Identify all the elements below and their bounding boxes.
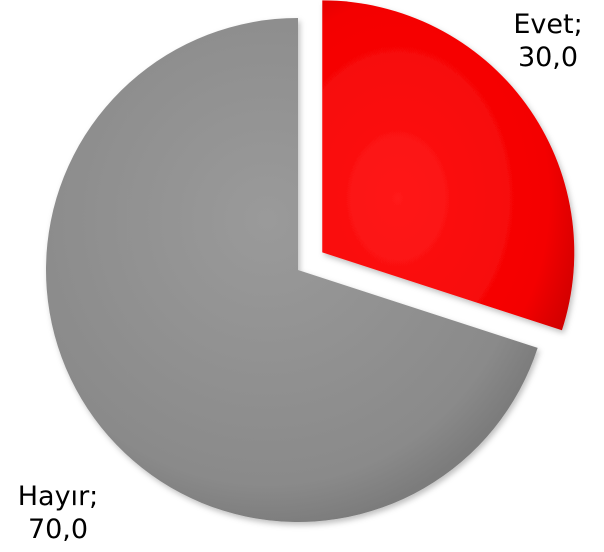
pie-slice-evet <box>322 0 575 331</box>
data-label-evet: Evet; 30,0 <box>513 9 582 73</box>
pie-slice-hay-r <box>46 18 538 522</box>
data-label-hay-r: Hayır; 70,0 <box>18 481 99 545</box>
